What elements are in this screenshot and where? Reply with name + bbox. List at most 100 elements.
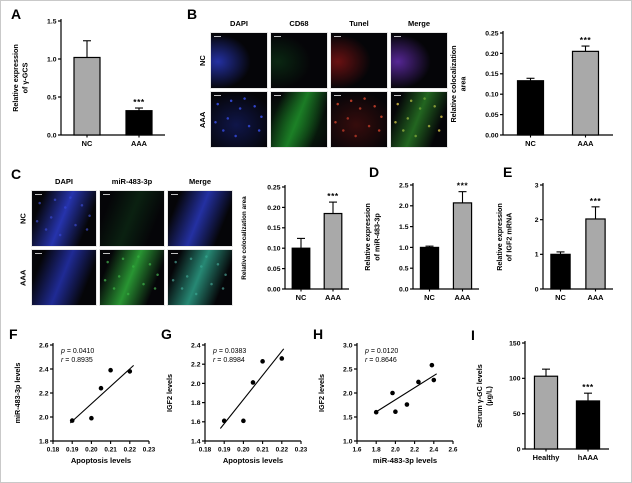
significance-stars: *** [582,382,594,392]
bar-chart-svg: 0.00 0.05 0.10 0.15 0.20 0.25 Relative colocal… [241,184,349,302]
x-tick-label: 1.8 [372,447,381,454]
category-label: NC [525,139,536,148]
channel-header-row: DAPI miR-483-3p Merge [17,175,233,188]
bar-chart-svg: 0.0 0.5 1.0 1.5 Relative expression of γ-GCS N… [11,18,165,148]
y-axis-label: Relative expression [363,203,372,271]
y-tick-label: 0.05 [267,266,280,273]
data-point [404,402,410,407]
x-tick-label: 0.22 [124,447,137,454]
y-axis-label: IGF2 levels [165,374,174,412]
trend-line [376,373,437,412]
bar-nc [73,56,101,136]
header-spacer [17,175,31,188]
y-axis-label: of IGF2 mRNA [505,213,514,262]
data-point [250,380,256,385]
panel-c-bar-chart: 0.00 0.05 0.10 0.15 0.20 0.25 Relative colocal… [235,175,361,318]
x-tick-label: 2.6 [449,447,458,454]
bar-chart-svg: 0.00 0.05 0.10 0.15 0.20 0.25 Relative colocal… [449,30,613,148]
bar-chart-svg: 0 50 100 150 Serum γ-GC levels (µg/L) Healthy *… [475,340,609,462]
y-tick-label: 2.4 [191,342,201,349]
y-tick-label: 2.0 [39,414,49,421]
y-tick-label: 3.0 [343,342,353,349]
bar-aaa [452,202,473,290]
y-tick-label: 0.10 [485,92,498,99]
x-tick-label: 0.23 [143,447,156,454]
micrograph-nc-merge [390,32,448,89]
data-point [221,418,227,424]
y-tick-label: 0.5 [47,94,57,101]
category-label: AAA [577,139,594,148]
panel-b-bar-chart: 0.00 0.05 0.10 0.15 0.20 0.25 Relative colocal… [447,21,631,164]
y-tick-label: 2.0 [399,203,409,210]
x-tick-label: 2.4 [429,447,438,454]
micrograph-nc-tunel [330,32,388,89]
panel-h-scatter-plot: 1.0 1.5 2.0 2.5 3.0 IGF2 levels 1.6 1.8 2.0 2.2 2.… [313,329,467,482]
y-tick-label: 1.0 [343,438,353,445]
category-label: Healthy [533,453,561,462]
x-tick-label: 0.18 [199,447,212,454]
y-tick-label: 0.25 [267,184,280,191]
panel-label-e: E [503,164,513,180]
bar-nc [516,80,545,136]
x-tick-label: 2.0 [391,447,400,454]
y-tick-label: 2.4 [39,366,49,373]
y-tick-label: 2.6 [39,342,49,349]
y-axis-label: Relative colocalization [449,45,458,122]
channel-header-merge: Merge [407,19,431,28]
y-axis-label: Serum γ-GC levels [475,364,484,428]
p-value: p = 0.0120 [364,348,398,355]
micrograph-aaa-merge [167,249,233,306]
y-tick-label: 2.2 [191,362,201,369]
data-point [393,409,398,415]
y-tick-label: 100 [509,376,521,383]
micrograph-nc-dapi [210,32,268,89]
category-label: NC [296,293,307,302]
category-label: AAA [454,293,471,302]
x-axis-label: Apoptosis levels [71,456,131,465]
bar-chart-svg: 0.0 0.5 1.0 1.5 2.0 2.5 Relative expression of … [363,181,479,302]
x-axis-label: Apoptosis levels [223,456,283,465]
y-axis-label: (µg/L) [485,386,494,406]
trend-line [219,348,285,429]
y-tick-label: 0.15 [267,225,280,232]
channel-header-cd68: CD68 [289,19,309,28]
significance-stars: *** [580,35,592,45]
y-tick-label: 150 [509,340,521,347]
category-label: NC [424,293,435,302]
y-tick-label: 1.0 [47,56,57,63]
panel-label-b: B [187,6,198,22]
y-tick-label: 1.5 [343,414,353,421]
y-tick-label: 0.10 [267,246,280,253]
x-tick-label: 0.20 [85,447,98,454]
y-tick-label: 1.0 [399,245,409,252]
y-tick-label: 0.00 [267,286,280,293]
category-label: AAA [131,139,148,148]
x-tick-label: 0.21 [104,447,117,454]
r-value: r = 0.8984 [213,357,245,364]
micrograph-row-aaa: AAA [17,249,233,306]
scatter-chart-svg: 1.0 1.5 2.0 2.5 3.0 IGF2 levels 1.6 1.8 2.0 2.2 2.… [317,342,458,465]
y-tick-label: 0.15 [485,71,498,78]
y-tick-label: 0.0 [47,132,57,139]
r-value: r = 0.8646 [365,357,397,364]
bar-nc [291,247,311,290]
category-label: AAA [325,293,342,302]
bar-aaa [571,50,600,136]
micrograph-aaa-mir-483-3p [99,249,165,306]
x-tick-label: 0.20 [237,447,250,454]
micrograph-nc-dapi [31,190,97,247]
bar-nc [550,253,571,290]
data-point [241,418,246,424]
panel-label-d: D [369,164,380,180]
x-tick-label: 0.19 [66,447,79,454]
data-point [69,418,75,423]
x-tick-label: 0.21 [256,447,269,454]
y-axis-label: of miR-483-3p [373,213,382,261]
y-tick-label: 0 [535,286,539,293]
micrograph-aaa-tunel [330,91,388,148]
bar-healthy [533,375,559,450]
data-point [416,379,421,385]
micrograph-aaa-merge [390,91,448,148]
x-tick-label: 0.18 [47,447,60,454]
scatter-chart-svg: 1.4 1.6 1.8 2.0 2.2 2.4 IGF2 levels 0.18 0.19 0.2… [165,342,308,465]
